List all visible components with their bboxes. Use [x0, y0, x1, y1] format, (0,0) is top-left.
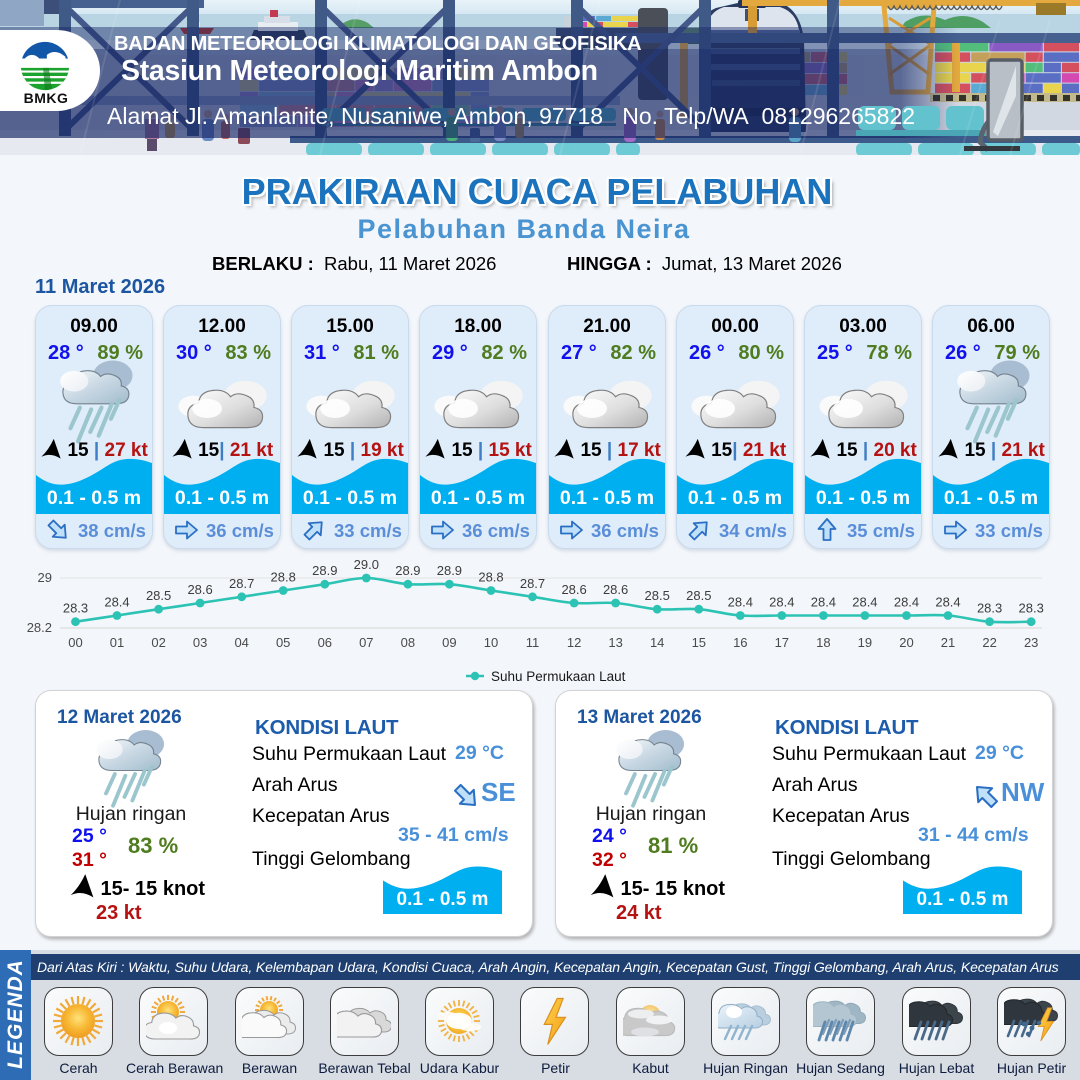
svg-text:07: 07 — [359, 635, 373, 650]
svg-text:28.7: 28.7 — [520, 576, 545, 591]
svg-text:18: 18 — [816, 635, 830, 650]
svg-text:28.3: 28.3 — [1019, 601, 1044, 616]
svg-text:28.4: 28.4 — [769, 595, 794, 610]
svg-text:28.5: 28.5 — [645, 588, 670, 603]
svg-text:29.0: 29.0 — [354, 557, 379, 572]
svg-text:08: 08 — [401, 635, 415, 650]
svg-text:06: 06 — [318, 635, 332, 650]
svg-text:28.5: 28.5 — [146, 588, 171, 603]
svg-text:28.4: 28.4 — [728, 595, 753, 610]
svg-text:05: 05 — [276, 635, 290, 650]
svg-text:28.7: 28.7 — [229, 576, 254, 591]
svg-text:28.4: 28.4 — [935, 595, 960, 610]
svg-text:16: 16 — [733, 635, 747, 650]
svg-text:09: 09 — [442, 635, 456, 650]
svg-text:28.5: 28.5 — [686, 588, 711, 603]
svg-text:28.6: 28.6 — [187, 582, 212, 597]
svg-text:03: 03 — [193, 635, 207, 650]
svg-text:28.4: 28.4 — [852, 595, 877, 610]
svg-text:19: 19 — [858, 635, 872, 650]
svg-text:20: 20 — [899, 635, 913, 650]
svg-text:28.3: 28.3 — [977, 601, 1002, 616]
svg-text:01: 01 — [110, 635, 124, 650]
svg-text:28.9: 28.9 — [312, 563, 337, 578]
svg-text:04: 04 — [234, 635, 248, 650]
svg-text:28.6: 28.6 — [603, 582, 628, 597]
svg-text:02: 02 — [151, 635, 165, 650]
svg-text:28.8: 28.8 — [271, 570, 296, 585]
svg-text:11: 11 — [526, 635, 540, 650]
svg-text:28.4: 28.4 — [811, 595, 836, 610]
svg-text:29: 29 — [38, 570, 52, 585]
svg-text:22: 22 — [982, 635, 996, 650]
svg-text:17: 17 — [775, 635, 789, 650]
svg-text:00: 00 — [68, 635, 82, 650]
svg-text:13: 13 — [608, 635, 622, 650]
svg-text:28.4: 28.4 — [894, 595, 919, 610]
svg-text:10: 10 — [484, 635, 498, 650]
svg-text:15: 15 — [692, 635, 706, 650]
svg-text:28.9: 28.9 — [395, 563, 420, 578]
svg-text:28.4: 28.4 — [104, 595, 129, 610]
svg-text:14: 14 — [650, 635, 664, 650]
svg-text:28.3: 28.3 — [63, 601, 88, 616]
svg-text:12: 12 — [567, 635, 581, 650]
svg-text:28.2: 28.2 — [27, 620, 52, 635]
svg-text:28.9: 28.9 — [437, 563, 462, 578]
svg-text:28.8: 28.8 — [478, 570, 503, 585]
svg-text:23: 23 — [1024, 635, 1038, 650]
svg-text:21: 21 — [941, 635, 955, 650]
svg-text:28.6: 28.6 — [561, 582, 586, 597]
svg-text:Suhu Permukaan Laut: Suhu Permukaan Laut — [491, 669, 626, 684]
